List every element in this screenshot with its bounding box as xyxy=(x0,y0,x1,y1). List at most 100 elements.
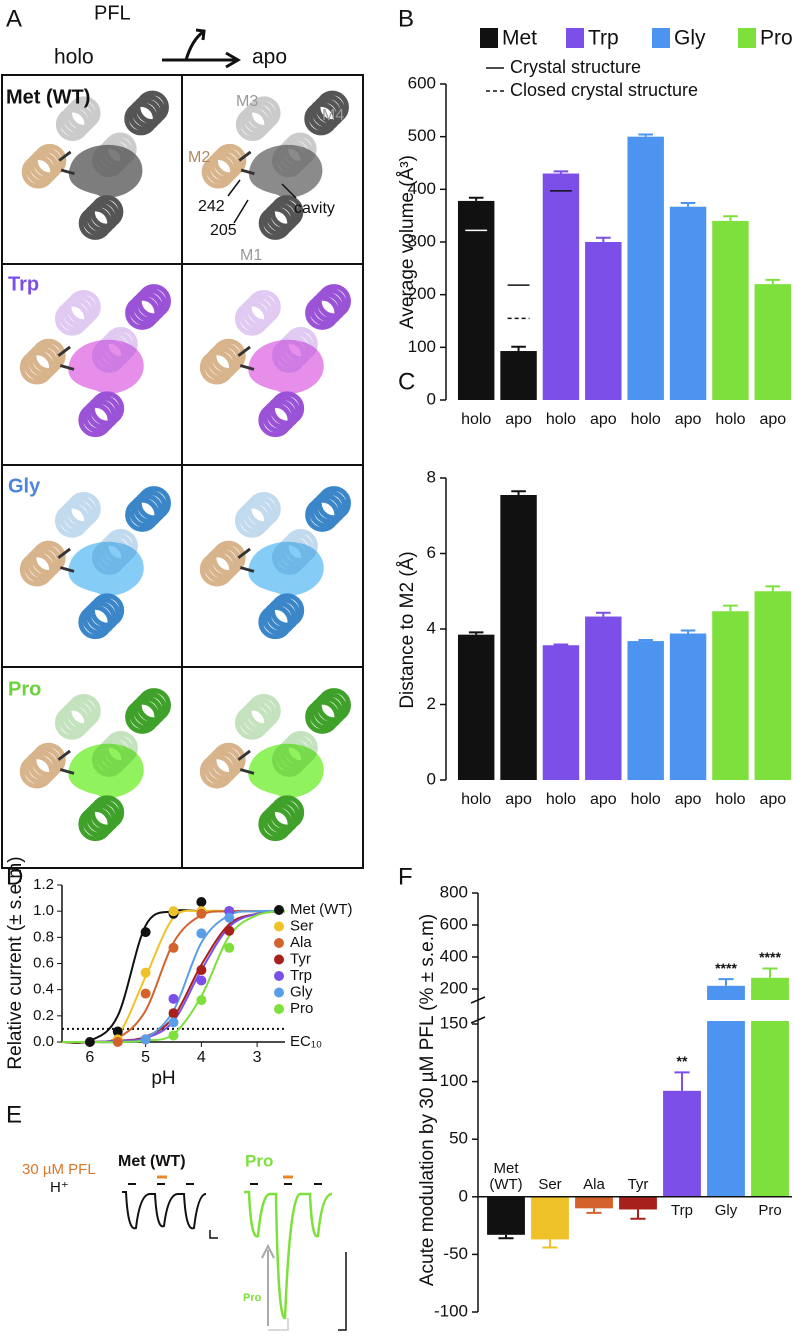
axis-break xyxy=(470,1000,794,1021)
bar xyxy=(542,173,580,400)
legend-label: Closed crystal structure xyxy=(510,80,698,100)
error-bar xyxy=(674,1071,690,1091)
x-tick-label: Pro xyxy=(758,1201,782,1219)
legend-marker xyxy=(274,971,284,981)
legend-label: Pro xyxy=(760,27,793,50)
x-tick-label: holo xyxy=(546,411,576,428)
y-tick-label: 0 xyxy=(459,1186,468,1205)
data-point xyxy=(224,925,235,936)
y-axis-label: Acute modulation by 30 µM PFL (% ± s.e.m… xyxy=(417,914,438,1286)
legend-label: Met (WT) xyxy=(290,901,352,918)
x-tick-label: holo xyxy=(461,411,491,428)
bar xyxy=(627,136,664,400)
bar xyxy=(669,206,707,400)
data-point xyxy=(196,965,207,976)
x-tick-label: apo xyxy=(590,791,617,808)
bar xyxy=(585,616,622,780)
legend-marker xyxy=(274,1004,284,1014)
annotation: M3 xyxy=(236,93,258,110)
y-tick-label: 1.0 xyxy=(33,902,54,919)
legend-label: Gly xyxy=(290,983,313,1000)
bar xyxy=(669,633,707,780)
y-axis-label: Average volume (Å³) xyxy=(397,155,418,329)
row-label: Met (WT) xyxy=(6,86,90,108)
y-tick-label: 100 xyxy=(408,337,436,356)
bar xyxy=(754,591,792,780)
error-bar xyxy=(498,1234,514,1240)
legend-marker xyxy=(274,987,284,998)
x-tick-label: holo xyxy=(631,411,661,428)
legend-label: Gly xyxy=(674,27,706,50)
error-bar xyxy=(553,643,569,646)
x-tick-label: holo xyxy=(715,411,745,428)
annotation: 242 xyxy=(198,198,225,215)
x-tick-label: holo xyxy=(715,791,745,808)
row-label: Gly xyxy=(8,475,41,497)
x-tick-label: 6 xyxy=(85,1049,94,1066)
error-bar xyxy=(718,978,734,986)
x-tick-label: 5 xyxy=(141,1049,150,1066)
data-point xyxy=(224,942,235,953)
legend-label: Crystal structure xyxy=(510,57,641,77)
reaction-arrow xyxy=(162,28,241,69)
bar xyxy=(457,634,495,780)
threshold-label: EC₁₀ xyxy=(290,1033,322,1050)
legend-marker xyxy=(274,938,284,948)
y-tick-label: 400 xyxy=(440,946,468,965)
data-point xyxy=(196,897,207,908)
error-bar xyxy=(586,1208,602,1214)
panel-label: D xyxy=(6,863,23,890)
data-point xyxy=(112,1037,123,1047)
x-tick-label: holo xyxy=(631,791,661,808)
error-bar xyxy=(511,490,526,495)
panel-label: F xyxy=(398,863,413,890)
legend-marker xyxy=(274,921,284,932)
data-point xyxy=(196,975,207,986)
y-tick-label: 400 xyxy=(408,179,436,198)
y-tick-label: 200 xyxy=(440,978,468,997)
x-tick-label: apo xyxy=(505,791,532,808)
significance: ** xyxy=(677,1053,688,1069)
structure xyxy=(24,93,167,237)
annotation: 205 xyxy=(210,222,237,239)
arrow-left-label: holo xyxy=(54,46,94,69)
x-tick-label: Tyr xyxy=(627,1175,649,1193)
y-tick-label: 0.2 xyxy=(33,1007,54,1024)
annotation: M1 xyxy=(240,247,262,264)
y-tick-label: 200 xyxy=(408,284,436,303)
error-bar xyxy=(630,1209,646,1220)
y-tick-label: 800 xyxy=(440,882,468,901)
y-tick-label: 300 xyxy=(408,231,436,250)
y-tick-label: 100 xyxy=(440,1071,468,1090)
error-bar xyxy=(596,611,611,617)
legend-label: Met xyxy=(502,27,537,50)
annotation: cavity xyxy=(294,200,335,217)
bar xyxy=(500,494,537,780)
y-tick-label: 500 xyxy=(408,126,436,145)
data-point xyxy=(168,906,179,917)
bar xyxy=(500,351,537,400)
y-tick-label: 1.2 xyxy=(33,876,54,893)
data-point xyxy=(168,942,179,953)
data-point xyxy=(168,1008,179,1019)
error-bar xyxy=(553,170,569,174)
x-axis-label: pH xyxy=(151,1068,175,1089)
y-tick-label: -100 xyxy=(434,1301,468,1320)
error-bar xyxy=(511,345,526,352)
error-bar xyxy=(596,236,611,242)
bar xyxy=(619,1196,657,1210)
data-point xyxy=(196,928,207,939)
trace-label: Pro xyxy=(245,1151,273,1170)
y-tick-label: 50 xyxy=(449,1129,468,1148)
x-tick-label: holo xyxy=(461,791,491,808)
error-bar xyxy=(680,629,696,634)
y-tick-label: 600 xyxy=(440,914,468,933)
structure xyxy=(22,489,168,637)
data-point xyxy=(140,927,151,938)
data-point xyxy=(140,988,151,999)
legend-label: Trp xyxy=(290,967,312,984)
legend-label: Pro xyxy=(290,1000,313,1017)
error-bar xyxy=(542,1239,558,1249)
